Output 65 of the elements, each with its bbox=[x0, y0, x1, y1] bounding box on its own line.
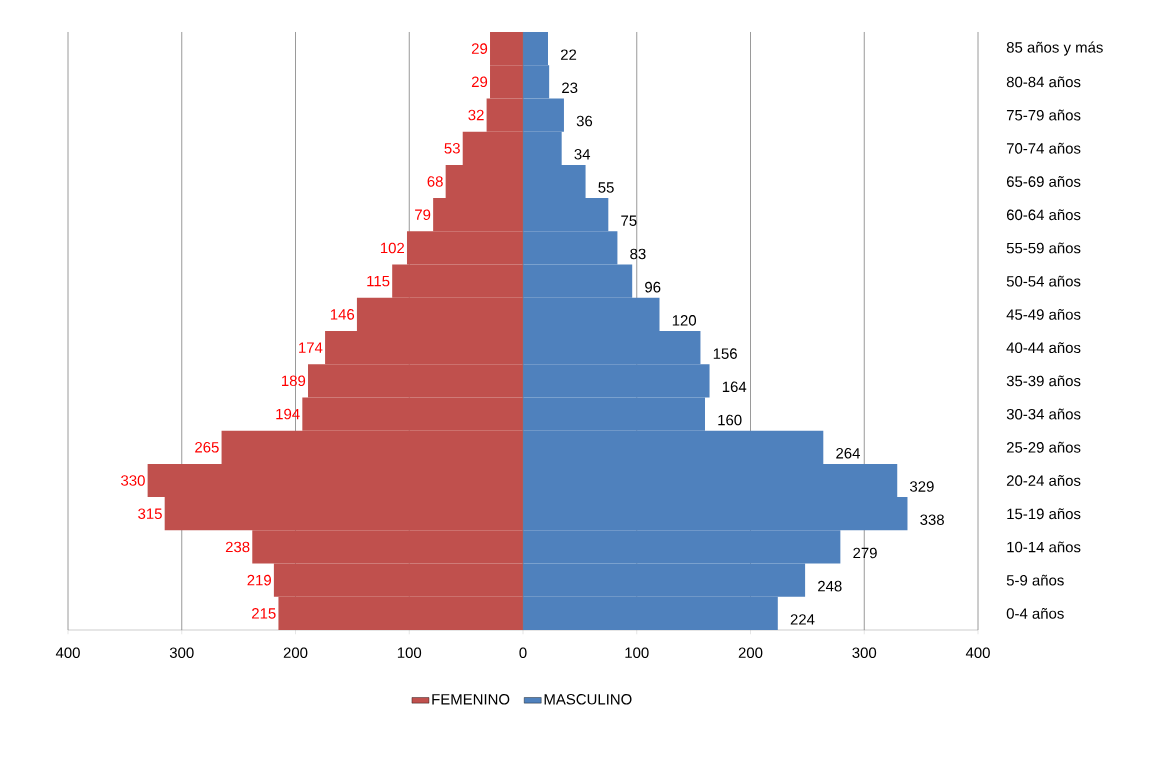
data-label: 265 bbox=[195, 441, 219, 453]
data-label: 102 bbox=[380, 242, 405, 254]
data-label: 156 bbox=[713, 348, 737, 359]
x-tick-label: 200 bbox=[283, 647, 308, 659]
data-label: 174 bbox=[299, 342, 323, 353]
data-label: 330 bbox=[121, 475, 145, 486]
y-tick-label: 45-49 años bbox=[1006, 308, 1081, 320]
y-tick-label: 20-24 años bbox=[1006, 475, 1081, 486]
data-label: 146 bbox=[330, 309, 355, 320]
x-tick-label: 100 bbox=[625, 647, 649, 659]
data-label: 68 bbox=[427, 176, 443, 187]
x-tick-label: 200 bbox=[738, 647, 763, 659]
x-tick-label: 300 bbox=[852, 647, 877, 659]
data-label: 248 bbox=[818, 580, 842, 592]
data-label: 215 bbox=[252, 608, 276, 619]
data-label: 83 bbox=[630, 248, 646, 260]
y-tick-label: 50-54 años bbox=[1006, 275, 1081, 287]
y-tick-label: 80-84 años bbox=[1006, 76, 1081, 88]
data-label: 36 bbox=[576, 115, 593, 127]
data-label: 75 bbox=[621, 215, 637, 226]
data-label: 279 bbox=[853, 547, 877, 559]
y-tick-label: 60-64 años bbox=[1006, 209, 1081, 221]
x-tick-label: 300 bbox=[169, 647, 194, 659]
data-label: 338 bbox=[920, 514, 944, 525]
y-tick-label: 0-4 años bbox=[1006, 607, 1064, 619]
data-label: 29 bbox=[471, 43, 488, 54]
y-tick-label: 10-14 años bbox=[1007, 541, 1081, 553]
data-label: 219 bbox=[247, 574, 271, 586]
x-tick-label: 400 bbox=[965, 647, 990, 659]
data-label: 160 bbox=[718, 414, 742, 426]
data-label: 32 bbox=[468, 109, 484, 121]
data-label: 115 bbox=[367, 275, 390, 287]
data-label: 79 bbox=[415, 209, 431, 220]
x-tick-label: 400 bbox=[55, 647, 80, 659]
data-label: 164 bbox=[722, 381, 747, 393]
data-label: 194 bbox=[276, 408, 300, 420]
data-label: 23 bbox=[562, 82, 578, 94]
data-label: 29 bbox=[471, 76, 488, 88]
y-tick-label: 35-39 años bbox=[1006, 375, 1081, 387]
y-tick-label: 75-79 años bbox=[1006, 109, 1081, 121]
data-label: 55 bbox=[598, 182, 614, 193]
y-tick-label: 65-69 años bbox=[1006, 176, 1081, 187]
y-tick-label: 15-19 años bbox=[1007, 508, 1081, 520]
data-label: 224 bbox=[790, 614, 815, 625]
data-label: 329 bbox=[910, 481, 934, 492]
data-label: 120 bbox=[672, 315, 697, 326]
data-label: 96 bbox=[645, 281, 661, 293]
x-tick-label: 0 bbox=[519, 647, 527, 659]
x-tick-label: 100 bbox=[397, 647, 422, 659]
legend-label: FEMENINO bbox=[432, 693, 510, 705]
y-tick-label: 55-59 años bbox=[1006, 242, 1081, 254]
y-tick-label: 70-74 años bbox=[1006, 142, 1081, 154]
data-label: 34 bbox=[574, 148, 591, 160]
data-label: 22 bbox=[560, 49, 577, 60]
data-label: 264 bbox=[836, 447, 860, 459]
y-tick-label: 5-9 años bbox=[1006, 574, 1064, 586]
data-label: 315 bbox=[138, 508, 162, 519]
y-tick-label: 40-44 años bbox=[1006, 342, 1081, 354]
data-label: 238 bbox=[225, 541, 250, 553]
legend-label: MASCULINO bbox=[544, 693, 632, 705]
y-tick-label: 30-34 años bbox=[1006, 408, 1081, 420]
y-tick-label: 25-29 años bbox=[1006, 441, 1081, 453]
data-label: 189 bbox=[282, 375, 306, 387]
y-tick-label: 85 años y más bbox=[1006, 41, 1103, 56]
data-label: 53 bbox=[444, 142, 460, 154]
